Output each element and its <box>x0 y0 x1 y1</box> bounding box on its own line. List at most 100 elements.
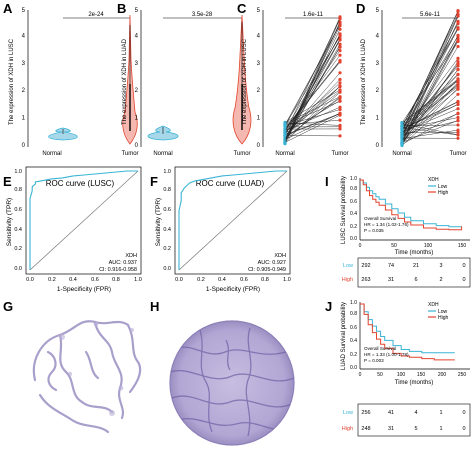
tumor-point <box>338 38 342 42</box>
tumor-point <box>338 42 342 46</box>
panel-i-ytick: 1.0 <box>350 176 357 182</box>
pair-line <box>401 23 459 127</box>
tumor-point <box>338 20 342 24</box>
panel-i-xtick: 100 <box>424 243 433 249</box>
panel-a-ylabel: The expression of XDH in LUSC <box>9 38 15 125</box>
panel-j-ylabel: LUAD Survival probability <box>341 302 347 370</box>
pair-line <box>401 35 459 131</box>
pair-line <box>401 27 459 127</box>
panel-j-ytick: 0.6 <box>350 325 357 331</box>
pair-line <box>284 44 341 143</box>
panel-b-xtick: Tumor <box>233 151 250 157</box>
panel-j-risk-low: 1 <box>439 410 442 416</box>
pair-line <box>401 113 459 145</box>
panel-b-ytick: 3 <box>135 61 139 67</box>
pair-line <box>284 113 341 140</box>
normal-point <box>283 125 287 129</box>
tumor-point <box>456 118 460 122</box>
normal-point <box>283 142 287 146</box>
panel-i-ytick: 0.2 <box>350 224 357 230</box>
panel-i-letter: I <box>325 174 329 189</box>
tumor-point <box>456 115 460 120</box>
panel-e-ylabel: Sensitivity (TPR) <box>6 198 13 246</box>
panel-e-xtick: 1.0 <box>134 277 142 283</box>
panel-j-ytick: 0.8 <box>350 311 357 317</box>
panel-c-ylabel: The expression of XDH in LUSC <box>242 38 248 125</box>
tumor-point <box>456 136 460 140</box>
tissue-texture-image <box>59 321 134 416</box>
panel-j-risk-table <box>357 403 471 437</box>
tumor-point <box>456 123 460 127</box>
panel-f-ytick: 0.2 <box>163 246 171 252</box>
panel-j-legend-low: Low <box>438 309 448 315</box>
panel-j-risk-low: 0 <box>462 410 465 416</box>
tumor-point <box>338 17 342 21</box>
panel-d-ytick: 4 <box>376 33 380 39</box>
panel-j-ytick: 0.2 <box>350 352 357 358</box>
panel-i-ytick: 0.8 <box>350 186 357 192</box>
pair-line <box>284 55 341 131</box>
tumor-point <box>338 105 342 109</box>
panel-i-risk-low: 74 <box>388 263 394 269</box>
panel-c-ytick: 5 <box>257 8 261 14</box>
tumor-point <box>338 88 342 92</box>
panel-a-ytick: 2 <box>22 88 26 94</box>
panel-b-letter: B <box>117 1 126 16</box>
pair-line <box>401 132 459 134</box>
panel-e-legend-label: XDH <box>125 253 137 259</box>
tumor-point <box>456 22 460 26</box>
panel-e-auc: AUC: 0.937 <box>109 260 137 266</box>
panel-c-ytick: 1 <box>257 116 261 122</box>
pair-line <box>284 18 341 144</box>
panel-i-risk-high: 6 <box>414 277 417 283</box>
panel-i-pvalue: P = 0.035 <box>364 228 384 233</box>
normal-point <box>400 131 404 135</box>
panel-j-xtick: 100 <box>397 372 406 378</box>
pair-line <box>284 86 341 133</box>
panel-j-pvalue: P = 0.003 <box>364 358 384 363</box>
pair-line <box>401 35 459 141</box>
panel-e-xtick: 0.8 <box>112 277 120 283</box>
panel-i-risk-label-low: Low <box>343 263 353 269</box>
tumor-point <box>456 67 460 72</box>
pair-line <box>401 117 459 130</box>
panel-j-risk-label-low: Low <box>343 410 353 416</box>
tumor-point <box>456 26 460 30</box>
panel-d-ytick: 3 <box>376 61 380 67</box>
tumor-point <box>456 64 460 68</box>
panel-e-xtick: 0.6 <box>91 277 99 283</box>
panel-d-xtick: Normal <box>392 151 411 157</box>
pair-line <box>401 120 459 143</box>
panel-e-ytick: 0.2 <box>14 246 22 252</box>
tumor-point <box>338 84 342 88</box>
panel-a-ytick: 0 <box>22 143 26 149</box>
pair-line <box>284 86 341 136</box>
panel-b-ytick: 2 <box>135 88 139 94</box>
pair-line <box>284 35 341 136</box>
tumor-point <box>456 14 460 18</box>
pair-line <box>284 114 341 143</box>
panel-f-xtick: 0.6 <box>240 277 248 283</box>
tissue-section-image <box>32 320 142 434</box>
panel-j-risk-low: 41 <box>388 410 394 416</box>
panel-d-pvalue: 5.6e-11 <box>420 12 441 18</box>
panel-i-xtick: 0 <box>359 243 362 249</box>
panel-f-frame <box>174 166 291 275</box>
tumor-point <box>456 72 460 76</box>
tumor-point <box>456 33 460 38</box>
panel-a-xtick: Tumor <box>121 151 138 157</box>
panel-b-xtick: Normal <box>153 151 172 157</box>
pair-line <box>401 124 459 126</box>
tumor-point <box>456 112 460 116</box>
panel-e-ci: CI: 0.916-0.958 <box>99 267 137 273</box>
panel-i-risk-high: 0 <box>462 277 465 283</box>
pair-line <box>401 61 459 145</box>
pair-line <box>284 39 341 134</box>
panel-i-ytick: 0.4 <box>350 211 357 217</box>
panel-a-pvalue: 2e-24 <box>88 12 104 18</box>
pair-line <box>401 84 459 134</box>
panel-a-ytick: 1 <box>22 116 26 122</box>
panel-i-xtick: 150 <box>458 243 467 249</box>
panel-a-ytick: 3 <box>22 61 26 67</box>
